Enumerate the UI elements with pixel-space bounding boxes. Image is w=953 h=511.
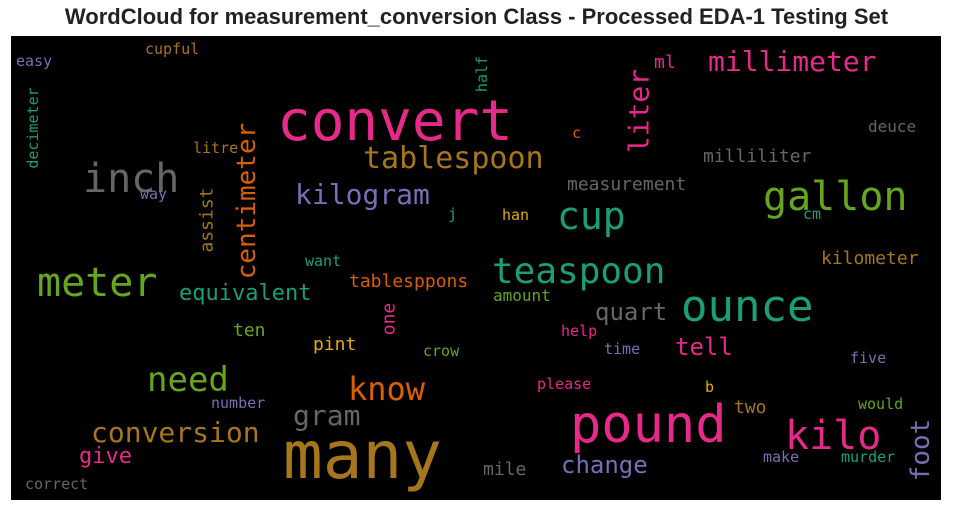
word-need: need (147, 360, 229, 400)
word-ounce: ounce (681, 281, 813, 332)
word-liter: liter (623, 69, 656, 153)
word-cupful: cupful (145, 40, 199, 58)
word-two: two (734, 397, 767, 418)
word-millimeter: millimeter (708, 45, 877, 78)
word-crow: crow (423, 342, 460, 360)
word-five: five (850, 349, 886, 367)
word-c: c (572, 124, 581, 142)
word-centimeter: centimeter (232, 123, 262, 280)
word-decimeter: decimeter (24, 87, 42, 168)
word-make: make (763, 448, 799, 466)
word-number: number (211, 394, 265, 412)
word-please: please (537, 375, 591, 393)
wordcloud-canvas: convert many pound ounce meter inch gallon kilo… (11, 36, 941, 500)
word-litre: litre (193, 139, 238, 157)
word-easy: easy (16, 52, 52, 70)
word-conversion: conversion (91, 416, 260, 449)
word-tablespoon: tablespoon (363, 141, 544, 176)
word-cup: cup (557, 194, 626, 238)
word-meter: meter (37, 260, 157, 306)
word-give: give (79, 444, 132, 469)
word-ten: ten (233, 320, 266, 341)
word-mile: mile (483, 459, 526, 480)
word-time: time (604, 340, 640, 358)
word-pound: pound (570, 395, 727, 455)
word-change: change (561, 451, 648, 479)
word-assist: assist (197, 187, 218, 252)
word-milliliter: milliliter (703, 146, 812, 167)
word-kilometer: kilometer (821, 248, 919, 269)
word-quart: quart (595, 298, 667, 326)
word-way: way (140, 185, 167, 203)
word-tell: tell (675, 333, 733, 361)
word-pint: pint (313, 334, 356, 355)
word-deuce: deuce (868, 117, 916, 136)
chart-title: WordCloud for measurement_conversion Cla… (64, 4, 889, 29)
word-j: j (448, 205, 457, 223)
word-know: know (348, 370, 426, 408)
word-cm: cm (803, 205, 821, 223)
word-ml: ml (654, 52, 676, 73)
word-many: many (283, 417, 442, 494)
word-correct: correct (25, 475, 88, 493)
word-convert: convert (277, 89, 513, 154)
word-want: want (305, 252, 341, 270)
word-b: b (705, 378, 714, 396)
word-equivalent: equivalent (179, 281, 311, 306)
word-gram: gram (293, 399, 360, 432)
word-amount: amount (493, 286, 551, 305)
word-kilogram: kilogram (295, 178, 430, 211)
word-han: han (502, 206, 529, 224)
word-murder: murder (841, 448, 895, 466)
word-tablesppons: tablesppons (349, 271, 468, 292)
word-kilo: kilo (785, 413, 881, 459)
word-would: would (858, 395, 903, 413)
word-one: one (379, 303, 400, 336)
word-help: help (561, 322, 597, 340)
wordcloud-svg: convert many pound ounce meter inch gallon kilo… (16, 40, 936, 494)
word-foot: foot (906, 419, 936, 482)
word-measurement: measurement (567, 174, 686, 195)
word-teaspoon: teaspoon (492, 251, 665, 292)
word-inch: inch (83, 156, 179, 202)
word-gallon: gallon (763, 174, 908, 220)
word-half: half (473, 56, 491, 92)
